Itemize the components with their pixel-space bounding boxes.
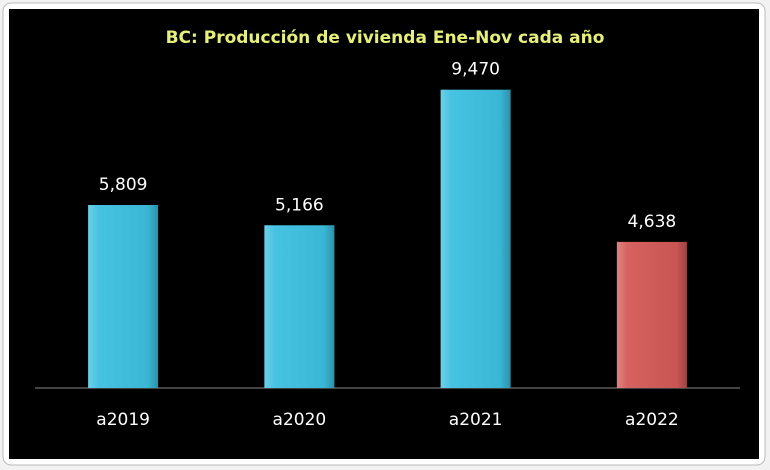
x-tick-label: a2019: [96, 410, 150, 430]
bar: [440, 89, 511, 388]
chart-title: BC: Producción de vivienda Ene-Nov cada …: [166, 28, 605, 48]
x-tick-label: a2022: [625, 410, 679, 430]
x-tick-label: a2021: [449, 410, 503, 430]
value-label: 5,809: [99, 175, 148, 195]
bar: [88, 205, 159, 388]
bar: [616, 241, 687, 388]
value-label: 5,166: [275, 195, 324, 215]
value-label: 9,470: [451, 60, 500, 80]
value-label: 4,638: [628, 212, 677, 232]
bar: [264, 225, 335, 388]
x-tick-label: a2020: [273, 410, 327, 430]
